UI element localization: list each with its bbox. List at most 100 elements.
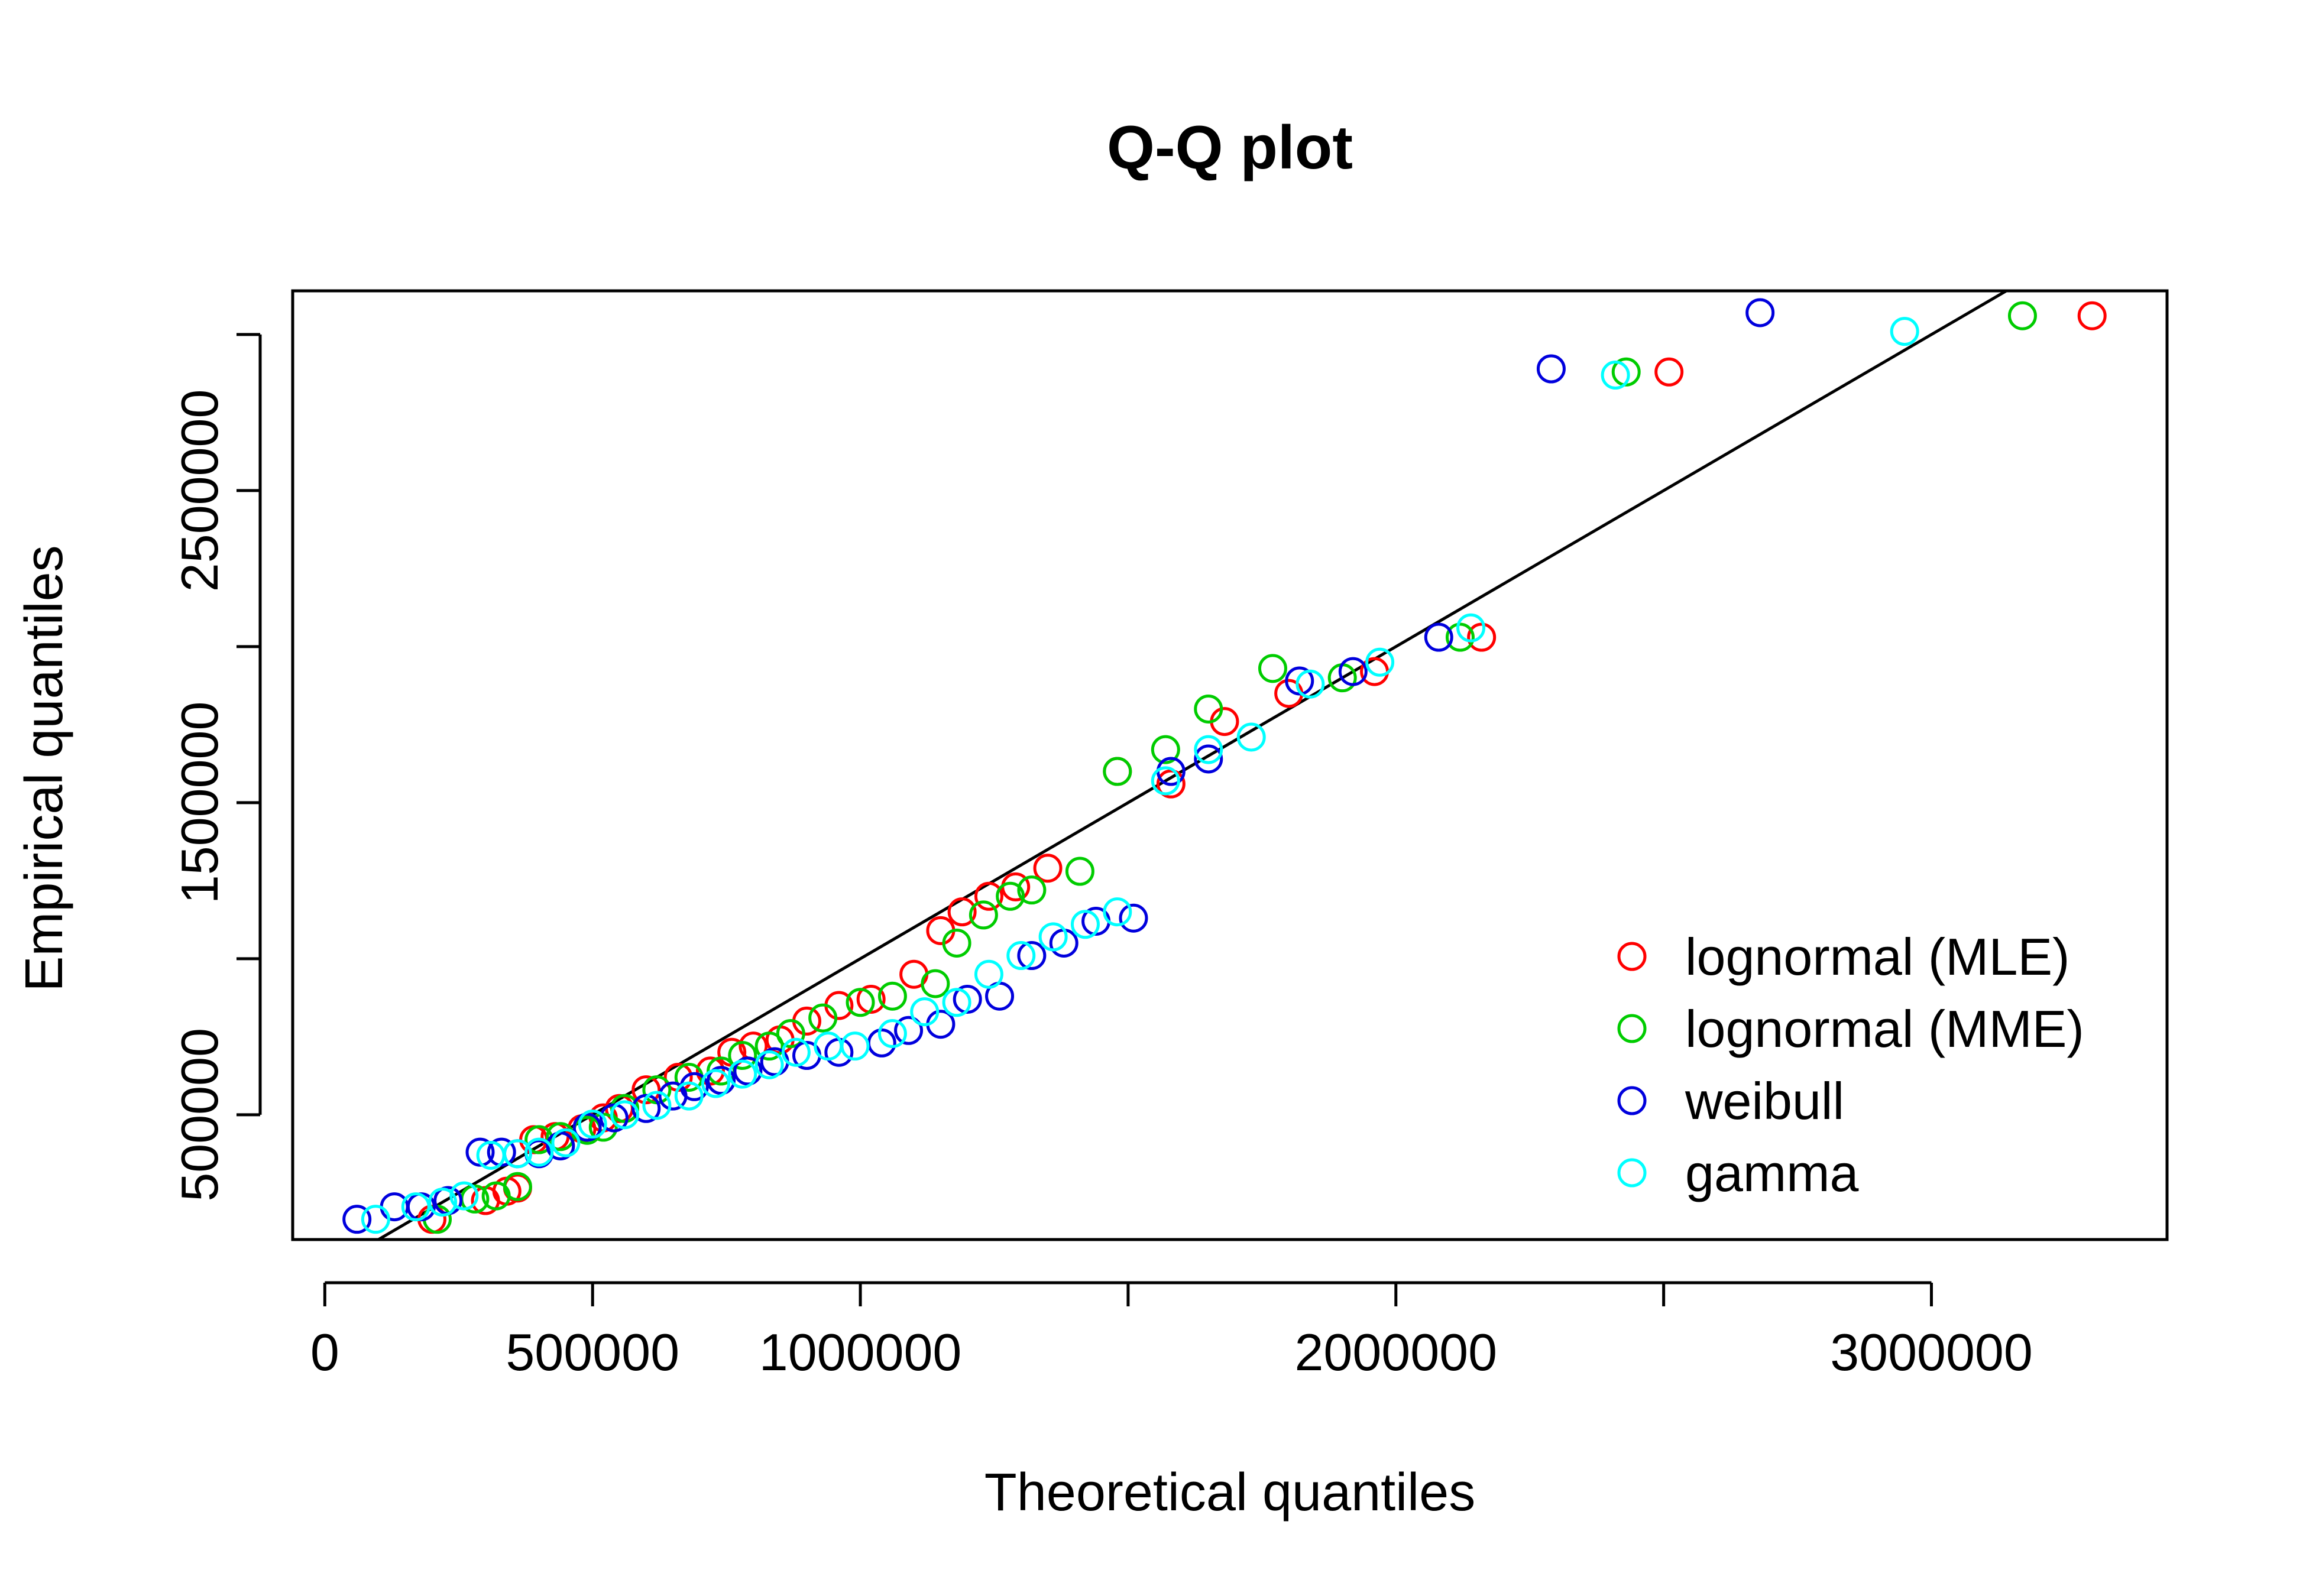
data-point	[781, 1037, 811, 1067]
data-point	[846, 988, 875, 1017]
data-point	[551, 1128, 581, 1157]
y-axis: 500000 1500000 2500000	[170, 333, 262, 1202]
reference-line	[377, 289, 2007, 1241]
data-point	[947, 897, 977, 927]
data-point	[2007, 301, 2037, 330]
series-lognormal-mle	[417, 301, 2107, 1234]
data-point	[1151, 735, 1180, 764]
points-layer	[342, 298, 2107, 1234]
data-point	[503, 1139, 532, 1169]
data-point	[642, 1091, 672, 1120]
data-point	[401, 1192, 430, 1222]
data-point	[701, 1069, 731, 1098]
data-point	[808, 1003, 838, 1033]
data-point	[1338, 657, 1368, 686]
data-point	[1151, 766, 1180, 796]
data-point	[974, 959, 1003, 989]
data-point	[877, 981, 907, 1011]
data-point	[610, 1100, 640, 1130]
data-point	[599, 1103, 629, 1133]
data-point	[707, 1066, 736, 1095]
data-point	[1017, 941, 1047, 971]
data-point	[776, 1019, 805, 1049]
series-gamma	[361, 317, 1919, 1234]
plot-frame	[291, 289, 2169, 1241]
data-point	[546, 1122, 575, 1151]
data-point	[754, 1050, 784, 1079]
data-point	[1070, 910, 1100, 939]
y-tick-label: 500000	[170, 1028, 229, 1202]
data-point	[1467, 622, 1497, 652]
data-point	[974, 881, 1003, 911]
data-point	[465, 1137, 495, 1167]
data-point	[1745, 298, 1775, 327]
data-point	[1258, 654, 1287, 683]
data-point	[1601, 361, 1630, 390]
data-point	[503, 1172, 532, 1201]
data-point	[631, 1094, 661, 1123]
x-tick-label: 500000	[506, 1323, 679, 1381]
data-point	[1156, 769, 1186, 799]
data-point	[1285, 666, 1314, 696]
data-point	[449, 1181, 479, 1211]
data-point	[728, 1041, 757, 1071]
data-point	[733, 1056, 763, 1086]
data-point	[1445, 622, 1475, 652]
data-point	[428, 1188, 458, 1217]
data-point	[588, 1112, 618, 1142]
y-axis-title: Empirical quantiles	[15, 545, 74, 991]
data-point	[1295, 669, 1325, 699]
legend-label: lognormal (MLE)	[1685, 927, 2069, 986]
data-point	[1194, 694, 1223, 724]
data-point	[1017, 875, 1047, 905]
data-point	[1194, 735, 1223, 764]
series-weibull	[342, 298, 1775, 1234]
data-point	[1890, 317, 1919, 346]
data-point	[942, 928, 971, 958]
y-tick-label: 1500000	[170, 702, 229, 904]
legend-marker	[1617, 1086, 1647, 1115]
data-point	[1236, 722, 1266, 752]
data-point	[996, 881, 1025, 911]
data-point	[578, 1110, 607, 1139]
chart-title: Q-Q plot	[1107, 113, 1353, 182]
x-axis: 0 500000 1000000 2000000 3000000	[310, 1281, 2033, 1381]
data-point	[1103, 897, 1132, 927]
data-point	[910, 997, 940, 1027]
data-point	[695, 1056, 725, 1086]
legend-label: gamma	[1685, 1144, 1858, 1202]
data-point	[572, 1112, 602, 1142]
x-axis-title: Theoretical quantiles	[984, 1463, 1475, 1522]
data-point	[840, 1031, 870, 1061]
legend-marker	[1617, 1014, 1647, 1043]
data-point	[631, 1075, 661, 1105]
legend-marker	[1617, 942, 1647, 971]
x-tick-label: 3000000	[1830, 1323, 2033, 1381]
data-point	[1103, 757, 1132, 786]
data-point	[1119, 903, 1148, 933]
data-point	[1456, 613, 1486, 643]
data-point	[487, 1137, 516, 1167]
data-point	[1038, 922, 1068, 952]
data-point	[921, 969, 950, 998]
x-tick-label: 1000000	[759, 1323, 962, 1381]
y-tick-label: 2500000	[170, 390, 229, 592]
data-point	[546, 1131, 575, 1161]
data-point	[969, 900, 998, 930]
data-point	[1006, 941, 1036, 971]
data-point	[942, 988, 971, 1017]
data-point	[1654, 357, 1684, 387]
data-point	[754, 1031, 784, 1061]
data-point	[728, 1059, 757, 1089]
x-tick-label: 2000000	[1294, 1323, 1497, 1381]
data-point	[342, 1205, 372, 1234]
data-point	[674, 1081, 704, 1111]
data-point	[1536, 354, 1566, 384]
data-point	[1194, 744, 1223, 774]
data-point	[856, 984, 886, 1014]
legend-label: weibull	[1685, 1072, 1844, 1130]
data-point	[1065, 857, 1094, 886]
data-point	[361, 1205, 390, 1234]
data-point	[2077, 301, 2107, 330]
